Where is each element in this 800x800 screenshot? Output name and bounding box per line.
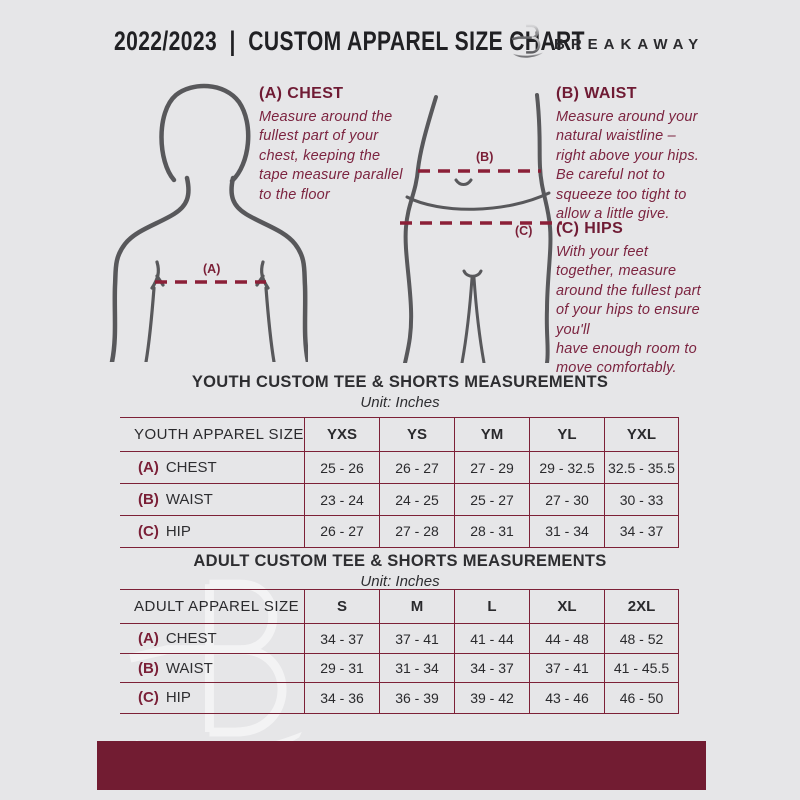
adult-header-2xl: 2XL [604, 590, 679, 624]
chest-instruction-text: Measure around the fullest part of your … [259, 109, 403, 203]
row-prefix: (C) [138, 689, 159, 707]
table-cell: 23 - 24 [304, 484, 379, 516]
chest-instruction-heading: (A) CHEST [259, 85, 344, 102]
youth-header-yl: YL [529, 418, 604, 452]
crotch-curve [462, 269, 483, 278]
table-cell: 43 - 46 [529, 683, 604, 714]
youth-size-table: YOUTH APPAREL SIZE YXS YS YM YL YXL (A) … [120, 417, 679, 548]
upper-body-figure [109, 83, 308, 362]
adult-row-hip-label: (C) HIP [120, 683, 304, 714]
table-cell: 37 - 41 [529, 654, 604, 683]
adult-row-waist-label: (B) WAIST [120, 654, 304, 683]
left-inner-arm [144, 286, 156, 362]
table-cell: 32.5 - 35.5 [604, 452, 679, 484]
table-cell: 24 - 25 [379, 484, 454, 516]
youth-row-hip-label: (C) HIP [120, 516, 304, 548]
row-prefix: (A) [138, 630, 159, 647]
table-cell: 27 - 28 [379, 516, 454, 548]
waistband-curve [405, 191, 551, 211]
table-cell: 30 - 33 [604, 484, 679, 516]
left-shoulder-arm [109, 175, 191, 362]
figure-label-waist: (B) [476, 150, 494, 164]
adult-header-xl: XL [529, 590, 604, 624]
table-cell: 44 - 48 [529, 624, 604, 654]
waist-instruction-heading: (B) WAIST [556, 85, 637, 102]
youth-table-title: YOUTH CUSTOM TEE & SHORTS MEASUREMENTS [191, 373, 609, 391]
table-cell: 36 - 39 [379, 683, 454, 714]
row-name: WAIST [165, 659, 213, 677]
row-name: CHEST [165, 459, 217, 476]
row-prefix: (B) [138, 659, 159, 677]
hips-instruction-text: With your feet together, measure around … [556, 244, 701, 377]
adult-table-unit: Unit: Inches [360, 573, 440, 590]
adult-header-l: L [454, 590, 529, 624]
row-prefix: (C) [138, 522, 159, 540]
table-cell: 37 - 41 [379, 624, 454, 654]
table-cell: 26 - 27 [304, 516, 379, 548]
brand-name: BREAKAWAY [554, 36, 705, 53]
figure-label-chest: (A) [203, 262, 221, 276]
table-cell: 26 - 27 [379, 452, 454, 484]
right-outer-line [535, 93, 553, 363]
adult-header-size-label: ADULT APPAREL SIZE [120, 590, 304, 624]
youth-header-ys: YS [379, 418, 454, 452]
row-name: CHEST [165, 630, 217, 647]
adult-size-table: ADULT APPAREL SIZE S M L XL 2XL (A) CHES… [120, 589, 679, 714]
right-shoulder-arm [229, 175, 308, 362]
adult-header-s: S [304, 590, 379, 624]
table-cell: 29 - 32.5 [529, 452, 604, 484]
footer-bar [97, 741, 706, 790]
table-cell: 34 - 36 [304, 683, 379, 714]
youth-header-ym: YM [454, 418, 529, 452]
navel-mark [454, 178, 473, 186]
row-name: WAIST [165, 491, 213, 508]
figure-label-hip: (C) [515, 224, 533, 238]
table-cell: 34 - 37 [604, 516, 679, 548]
youth-table-unit: Unit: Inches [360, 394, 440, 411]
table-cell: 27 - 30 [529, 484, 604, 516]
waist-instruction-text: Measure around your natural waistline – … [556, 109, 700, 223]
table-cell: 34 - 37 [454, 654, 529, 683]
row-name: HIP [165, 689, 191, 707]
table-cell: 25 - 26 [304, 452, 379, 484]
youth-row-waist-label: (B) WAIST [120, 484, 304, 516]
adult-header-m: M [379, 590, 454, 624]
table-cell: 25 - 27 [454, 484, 529, 516]
adult-row-chest-label: (A) CHEST [120, 624, 304, 654]
table-cell: 41 - 45.5 [604, 654, 679, 683]
row-name: HIP [165, 522, 191, 540]
table-cell: 29 - 31 [304, 654, 379, 683]
hips-instruction-heading: (C) HIPS [556, 220, 624, 237]
youth-header-yxs: YXS [304, 418, 379, 452]
youth-row-chest-label: (A) CHEST [120, 452, 304, 484]
adult-table-title: ADULT CUSTOM TEE & SHORTS MEASUREMENTS [193, 552, 607, 570]
head-outline [159, 83, 251, 184]
table-cell: 41 - 44 [454, 624, 529, 654]
table-cell: 39 - 42 [454, 683, 529, 714]
right-inner-arm [264, 286, 276, 362]
table-cell: 27 - 29 [454, 452, 529, 484]
page-title: 2022/2023 | CUSTOM APPAREL SIZE CHART [114, 26, 585, 56]
table-cell: 46 - 50 [604, 683, 679, 714]
table-cell: 28 - 31 [454, 516, 529, 548]
row-prefix: (B) [138, 491, 159, 508]
table-cell: 34 - 37 [304, 624, 379, 654]
youth-header-size-label: YOUTH APPAREL SIZE [120, 418, 304, 452]
table-cell: 48 - 52 [604, 624, 679, 654]
left-outer-line [403, 95, 438, 363]
table-cell: 31 - 34 [379, 654, 454, 683]
breakaway-b-logo-icon [511, 24, 543, 58]
table-cell: 31 - 34 [529, 516, 604, 548]
row-prefix: (A) [138, 459, 159, 476]
lower-body-figure [400, 93, 562, 363]
youth-header-yxl: YXL [604, 418, 679, 452]
right-inner-leg [472, 276, 486, 363]
left-inner-leg [460, 276, 474, 363]
